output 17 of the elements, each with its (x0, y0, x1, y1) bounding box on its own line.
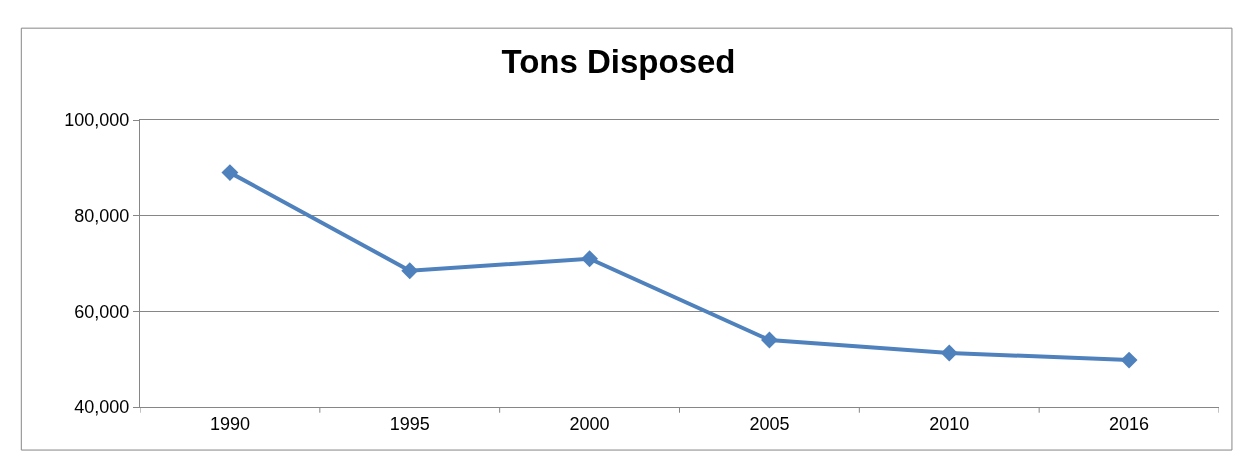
point (940, 344, 958, 362)
x-tick-label: 2000 (569, 413, 610, 434)
chart-title: Tons Disposed (501, 42, 736, 80)
x-tick-label: 2005 (749, 413, 790, 434)
y-tick-label: 40,000 (74, 397, 130, 418)
x-tick-label: 1990 (209, 413, 250, 434)
x-tick-label: 2010 (929, 413, 970, 434)
y-tick-label: 60,000 (74, 301, 130, 322)
point (760, 331, 778, 349)
x-tick-label: 1995 (389, 413, 430, 434)
point (1120, 351, 1138, 369)
point (401, 262, 419, 280)
y-tick-label: 80,000 (74, 205, 130, 226)
point (581, 250, 599, 268)
y-tick-label: 100,000 (64, 110, 130, 131)
x-tick-label: 2016 (1109, 413, 1150, 434)
point (221, 164, 239, 182)
